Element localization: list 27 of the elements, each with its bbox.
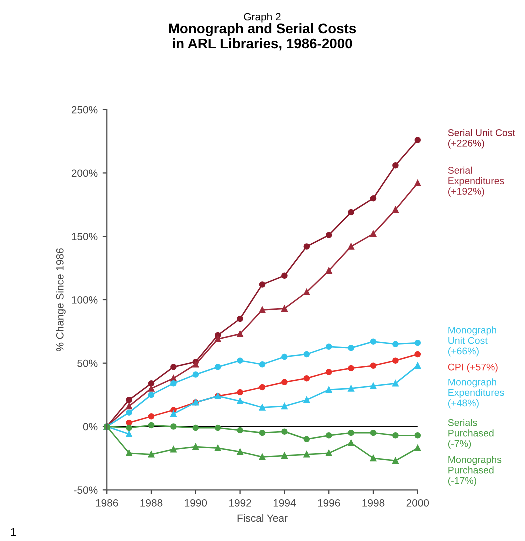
y-tick-label: 0% [83,423,98,431]
x-tick-label: 1998 [362,499,385,507]
y-tick-label: 100% [72,296,98,304]
text: Monograph Expenditures (+48%) [448,378,504,409]
y-tick-label: 50% [78,360,98,368]
x-tick-label: 1992 [230,499,252,507]
y-tick-label: 150% [72,233,98,240]
text: Serials Purchased (-7%) [448,419,494,450]
text: CPI (+57%) [448,364,498,373]
text: Serial Unit Cost (+226%) [448,129,516,149]
y-tick-label: -50% [74,486,98,494]
x-tick-label: 1996 [318,499,340,507]
text: Monographs Purchased (-17%) [448,456,502,486]
x-tick-label: 1986 [96,499,118,507]
text: Monograph Unit Cost (+66%) [448,326,496,357]
text: 1 [11,528,16,536]
y-axis-title: % Change Since 1986 [56,248,66,352]
y-tick-label: 250% [72,106,98,114]
x-tick-label: 1990 [185,499,208,507]
chart-title: Monograph and Serial Costs in ARL Libraries, 1986-2000 [169,23,356,51]
x-axis-title: Fiscal Year [238,514,288,522]
chart-subtitle: Graph 2 [244,13,281,23]
x-tick-label: 1988 [140,499,163,507]
x-tick-label: 2000 [406,499,430,507]
x-tick-label: 1994 [274,499,296,507]
text: Serial Expenditures (+192%) [448,166,504,197]
y-tick-label: 200% [72,170,98,178]
